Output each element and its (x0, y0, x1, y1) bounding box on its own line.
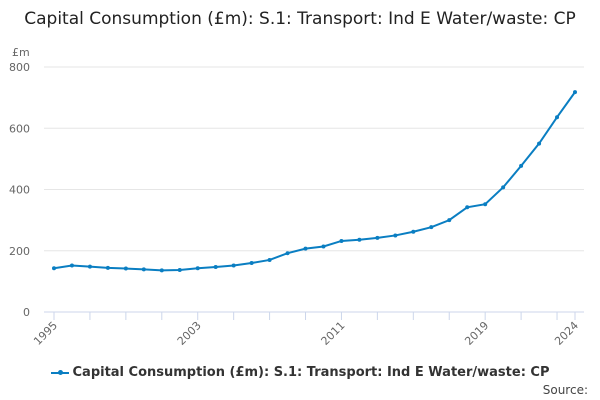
data-point (537, 141, 542, 146)
legend-label: Capital Consumption (£m): S.1: Transport… (72, 365, 550, 380)
data-point (105, 265, 110, 270)
data-point (483, 202, 488, 207)
data-point (195, 266, 200, 271)
x-tick-label: 2024 (552, 319, 581, 348)
y-axis-label: £m (12, 46, 30, 59)
data-point (447, 218, 452, 223)
legend-line-marker-icon (50, 369, 69, 375)
data-point (177, 268, 182, 273)
data-point (267, 257, 272, 262)
y-tick-label: 400 (9, 184, 30, 197)
data-point (285, 251, 290, 256)
series-line (53, 91, 576, 272)
data-point (465, 205, 470, 210)
data-point (69, 263, 74, 268)
y-tick-label: 800 (9, 61, 30, 74)
x-tick-label: 2019 (462, 319, 491, 348)
data-point (501, 185, 506, 190)
x-tick-label: 1995 (31, 319, 60, 348)
source-label: Source: (542, 383, 588, 397)
data-point (303, 246, 308, 251)
data-point (141, 267, 146, 272)
data-point (87, 264, 92, 269)
legend-item[interactable]: Capital Consumption (£m): S.1: Transport… (0, 365, 600, 380)
data-point (375, 235, 380, 240)
data-point (573, 90, 577, 95)
x-tick-label: 2003 (175, 319, 204, 348)
y-tick-label: 0 (23, 306, 30, 319)
data-point (213, 264, 218, 269)
data-point (52, 266, 56, 271)
data-point (339, 238, 344, 243)
data-point (393, 233, 398, 238)
data-point (519, 163, 524, 168)
y-tick-label: 200 (9, 245, 30, 258)
data-point (231, 263, 236, 268)
data-point (429, 225, 434, 230)
x-tick-label: 2011 (319, 319, 348, 348)
data-point (123, 266, 128, 271)
data-point (321, 244, 326, 249)
data-point (411, 229, 416, 234)
data-point (357, 237, 362, 242)
chart-title: Capital Consumption (£m): S.1: Transport… (24, 9, 576, 29)
data-point (555, 115, 560, 120)
data-point (159, 268, 164, 273)
data-point (249, 261, 254, 265)
y-tick-label: 600 (9, 122, 30, 135)
